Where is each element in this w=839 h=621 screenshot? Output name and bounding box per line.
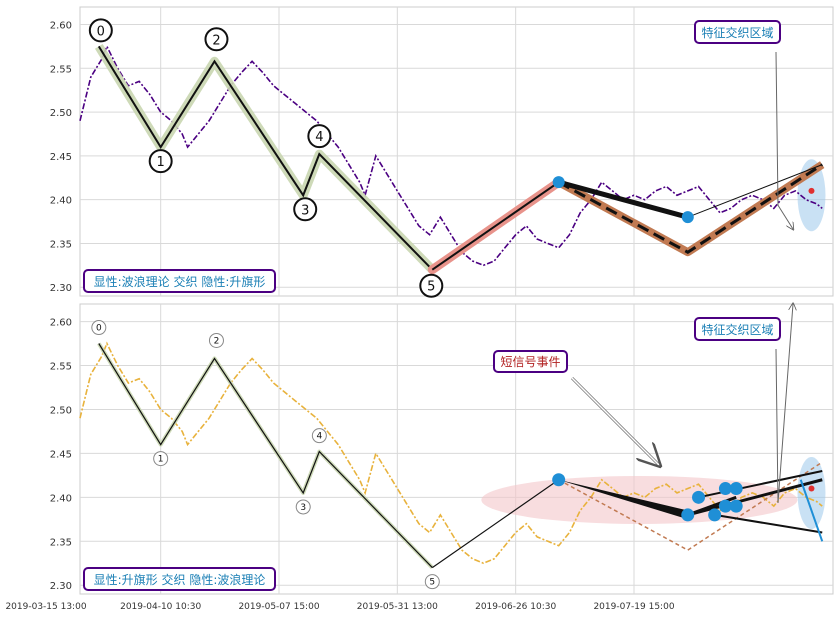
y-tick-label: 2.30 <box>50 283 72 294</box>
wave-label-circle <box>91 320 107 336</box>
wave-label-circle <box>424 574 440 590</box>
wave-label-circle <box>208 332 224 348</box>
wave-line <box>98 343 433 569</box>
y-tick-label: 2.45 <box>50 449 72 460</box>
wave-label: 2 <box>212 33 220 48</box>
x-tick-label: 2019-03-15 13:00 <box>5 602 86 612</box>
signal-marker <box>552 473 566 487</box>
wave-label-circle <box>295 499 311 515</box>
y-tick-label: 2.45 <box>50 152 72 163</box>
x-tick-label: 2019-05-31 13:00 <box>357 602 438 612</box>
wave-label: 0 <box>97 24 105 39</box>
wave-label-circle <box>153 451 169 467</box>
annotation-arrow <box>775 51 793 229</box>
flag-upper-line <box>558 179 689 220</box>
focus-dot <box>808 187 815 194</box>
x-tick-label: 2019-05-07 15:00 <box>238 602 319 612</box>
wave-label: 0 <box>96 324 102 334</box>
wave-label: 5 <box>427 280 435 295</box>
wave-label-circle <box>307 124 332 149</box>
caption-label: 显性:波浪理论 交织 隐性:升旗形 <box>94 274 266 289</box>
wave-label-circle <box>293 197 318 222</box>
signal-marker <box>729 482 743 496</box>
flagpole-line <box>431 181 560 271</box>
signal-marker <box>681 211 694 224</box>
y-tick-label: 2.35 <box>50 239 72 250</box>
y-tick-label: 2.40 <box>50 493 72 504</box>
x-tick-label: 2019-07-19 15:00 <box>593 602 674 612</box>
y-tick-label: 2.55 <box>50 362 72 373</box>
wave-label: 4 <box>316 432 322 442</box>
flag-upper-extension <box>687 164 823 218</box>
wave-label: 4 <box>315 130 323 145</box>
caption-label: 显性:升旗形 交织 隐性:波浪理论 <box>94 572 266 587</box>
signal-marker <box>718 482 732 496</box>
wave-label-circle <box>88 18 113 43</box>
x-tick-label: 2019-04-10 10:30 <box>120 602 201 612</box>
y-tick-label: 2.60 <box>50 21 72 32</box>
caption-box <box>83 269 276 293</box>
flag-wedge <box>558 479 688 520</box>
wave-label: 3 <box>300 503 306 513</box>
annotation-label: 特征交织区域 <box>701 322 773 337</box>
plot-area <box>79 303 834 595</box>
x-tick-label: 2019-06-26 10:30 <box>475 602 556 612</box>
signal-marker <box>552 176 565 189</box>
event-arrow-inner <box>571 377 659 465</box>
event-label: 短信号事件 <box>500 355 560 369</box>
y-tick-label: 2.50 <box>50 108 72 119</box>
top-panel: 2.60 2.55 2.50 2.45 2.40 2.35 2.30 0 1 2 3 4 5 特征交织区域… <box>50 6 834 298</box>
signal-marker <box>681 508 695 522</box>
event-box <box>493 350 568 373</box>
wave-label: 5 <box>429 578 435 588</box>
focus-dot <box>808 485 815 492</box>
wave-label: 3 <box>301 203 309 218</box>
flag-cluster-line <box>714 513 823 534</box>
annotation-box <box>694 20 781 44</box>
wave-label-circle <box>204 27 229 52</box>
caption-box <box>83 567 276 591</box>
y-tick-label: 2.40 <box>50 196 72 207</box>
annotation-box <box>694 317 781 341</box>
wave-label: 2 <box>214 336 220 346</box>
y-tick-label: 2.60 <box>50 318 72 329</box>
wave-label: 1 <box>158 455 164 465</box>
flag-cluster-line <box>698 469 823 499</box>
signal-marker <box>708 508 722 522</box>
y-tick-label: 2.55 <box>50 64 72 75</box>
bottom-panel: 2.60 2.55 2.50 2.45 2.40 2.35 2.30 2019-03-15 1… <box>5 303 834 612</box>
y-tick-label: 2.30 <box>50 581 72 592</box>
flagpole-line <box>431 479 560 569</box>
y-tick-label: 2.35 <box>50 537 72 548</box>
annotation-arrow <box>775 304 793 503</box>
wave-label-circle <box>148 149 173 174</box>
signal-marker <box>718 499 732 513</box>
flag-cluster-line <box>799 479 824 542</box>
wave-label: 1 <box>157 155 165 170</box>
wave-line <box>97 45 434 271</box>
y-tick-label: 2.50 <box>50 405 72 416</box>
flag-cluster-line <box>687 478 823 517</box>
signal-marker <box>729 499 743 513</box>
price-line <box>79 44 823 267</box>
wave-label-circle <box>311 428 327 444</box>
signal-marker <box>692 490 706 504</box>
wave-label-circle <box>419 273 444 298</box>
price-line <box>79 341 823 565</box>
annotation-label: 特征交织区域 <box>701 25 773 40</box>
